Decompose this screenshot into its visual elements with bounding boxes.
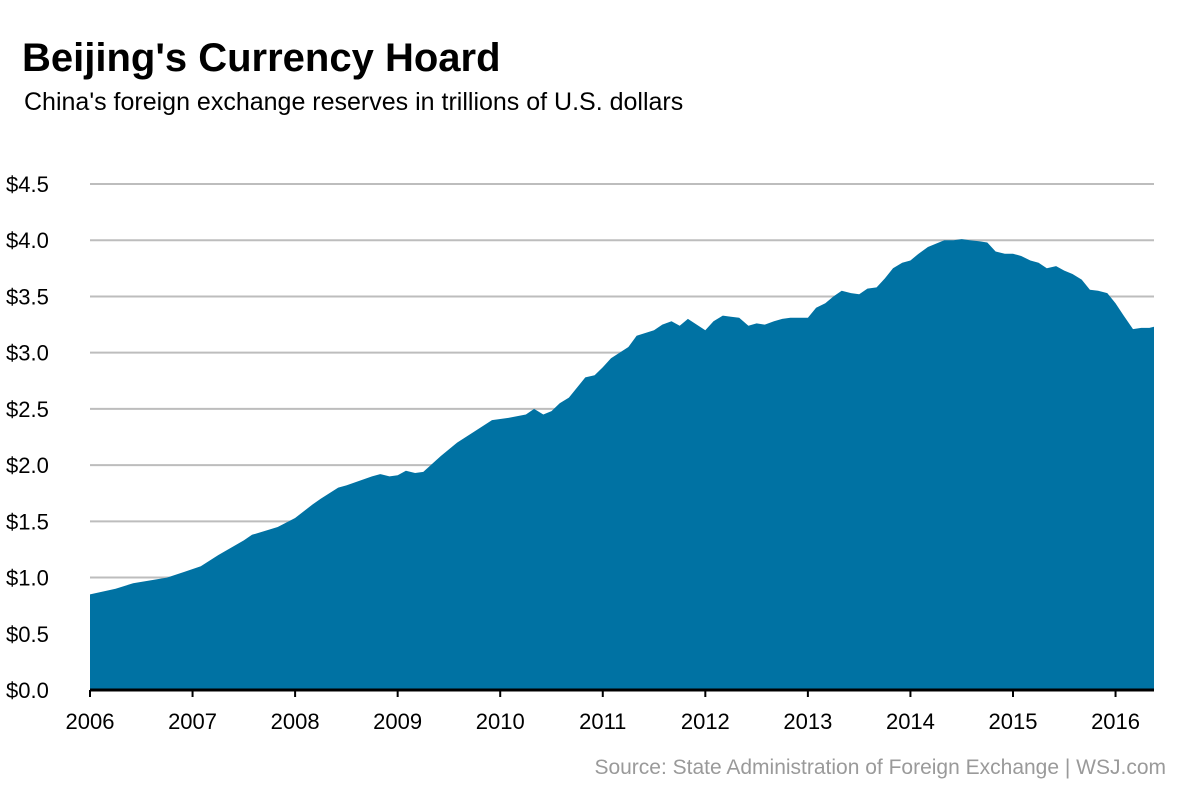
y-tick-label: $0.5 (6, 622, 49, 647)
x-tick-label: 2007 (168, 709, 217, 734)
x-tick-label: 2014 (886, 709, 935, 734)
x-tick-label: 2013 (783, 709, 832, 734)
y-tick-label: $4.0 (6, 228, 49, 253)
y-tick-label: $1.0 (6, 566, 49, 591)
chart-subtitle: China's foreign exchange reserves in tri… (24, 88, 684, 116)
y-tick-label: $2.0 (6, 453, 49, 478)
x-tick-label: 2016 (1091, 709, 1140, 734)
chart-title: Beijing's Currency Hoard (22, 36, 501, 80)
y-tick-label: $3.0 (6, 341, 49, 366)
source-note: Source: State Administration of Foreign … (594, 756, 1166, 779)
y-tick-label: $2.5 (6, 397, 49, 422)
x-tick-label: 2015 (989, 709, 1038, 734)
x-tick-label: 2009 (373, 709, 422, 734)
x-tick-label: 2010 (476, 709, 525, 734)
reserves-area (90, 239, 1154, 690)
y-tick-label: $3.5 (6, 284, 49, 309)
x-tick-label: 2012 (681, 709, 730, 734)
x-tick-label: 2011 (579, 709, 626, 734)
y-tick-label: $4.5 (6, 172, 49, 197)
y-tick-label: $0.0 (6, 678, 49, 703)
y-tick-label: $1.5 (6, 509, 49, 534)
x-tick-label: 2006 (66, 709, 115, 734)
x-tick-label: 2008 (271, 709, 320, 734)
